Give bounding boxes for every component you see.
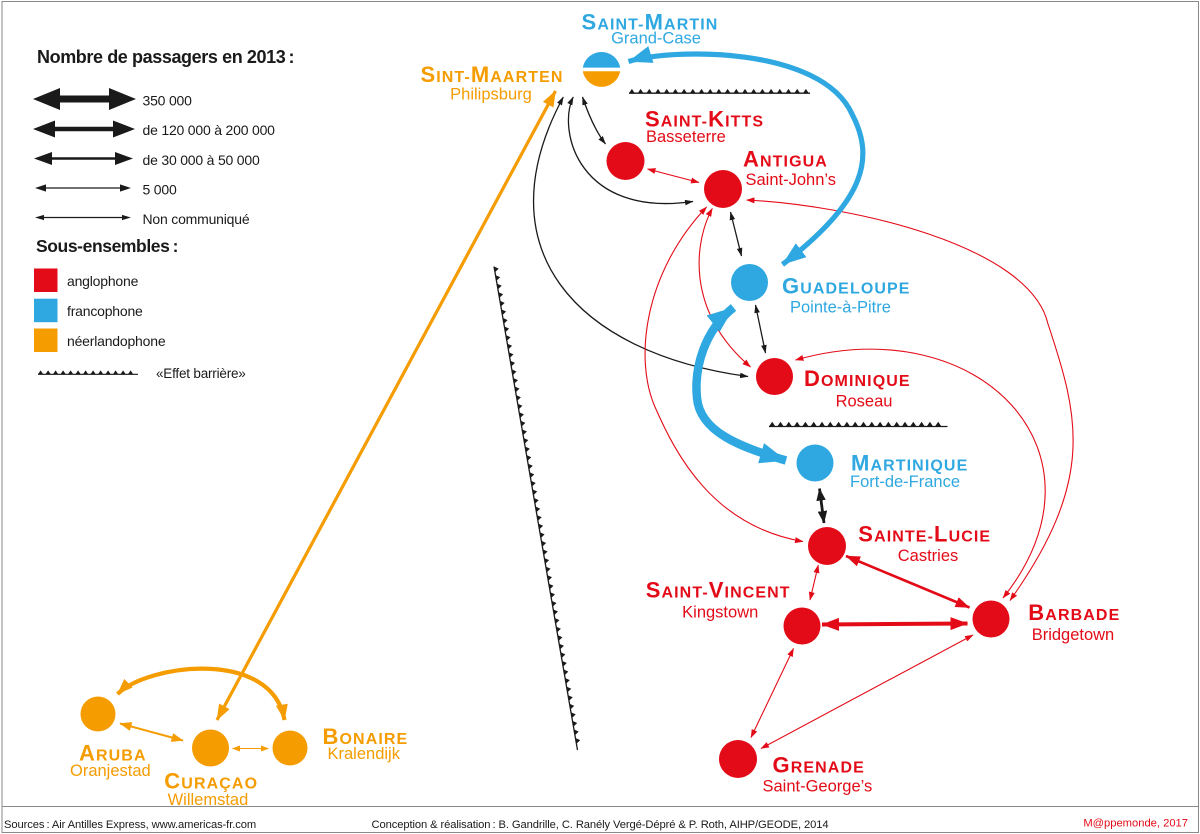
svg-text:Saint-George’s: Saint-George’s <box>763 778 873 796</box>
svg-text:Roseau: Roseau <box>836 393 893 411</box>
svg-text:Philipsburg: Philipsburg <box>450 86 532 104</box>
svg-text:Conception & réalisation : B.: Conception & réalisation : B. Gandrille,… <box>372 819 829 831</box>
svg-text:Grand-Case: Grand-Case <box>611 30 701 48</box>
svg-text:francophone: francophone <box>67 303 143 319</box>
svg-text:Non communiqué: Non communiqué <box>143 211 250 227</box>
svg-text:Willemstad: Willemstad <box>168 791 249 809</box>
svg-text:Nombre de passagers en 2013 :: Nombre de passagers en 2013 : <box>37 47 294 67</box>
svg-text:Fort-de-France: Fort-de-France <box>850 473 960 491</box>
svg-text:Sources : Air Antilles Express: Sources : Air Antilles Express, www.amer… <box>4 819 256 831</box>
svg-text:«Effet barrière»: «Effet barrière» <box>156 366 246 381</box>
svg-text:5 000: 5 000 <box>143 181 177 197</box>
svg-text:de 120 000 à 200 000: de 120 000 à 200 000 <box>143 122 276 138</box>
svg-text:350 000: 350 000 <box>143 93 193 109</box>
svg-text:de 30 000 à 50 000: de 30 000 à 50 000 <box>143 152 260 168</box>
svg-text:Pointe-à-Pitre: Pointe-à-Pitre <box>790 298 891 316</box>
svg-text:anglophone: anglophone <box>67 273 139 289</box>
svg-text:M@ppemonde, 2017: M@ppemonde, 2017 <box>1083 818 1188 830</box>
svg-text:Saint-John’s: Saint-John’s <box>746 171 837 189</box>
svg-text:Castries: Castries <box>898 547 959 565</box>
svg-text:Sous-ensembles :: Sous-ensembles : <box>36 236 178 256</box>
svg-text:Kralendijk: Kralendijk <box>328 745 401 763</box>
svg-text:Bridgetown: Bridgetown <box>1032 626 1115 644</box>
svg-text:néerlandophone: néerlandophone <box>67 333 166 349</box>
svg-text:Basseterre: Basseterre <box>646 128 726 146</box>
svg-text:Oranjestad: Oranjestad <box>70 762 151 780</box>
svg-text:GRENADE: GRENADE <box>773 753 865 778</box>
svg-text:Kingstown: Kingstown <box>682 604 758 622</box>
